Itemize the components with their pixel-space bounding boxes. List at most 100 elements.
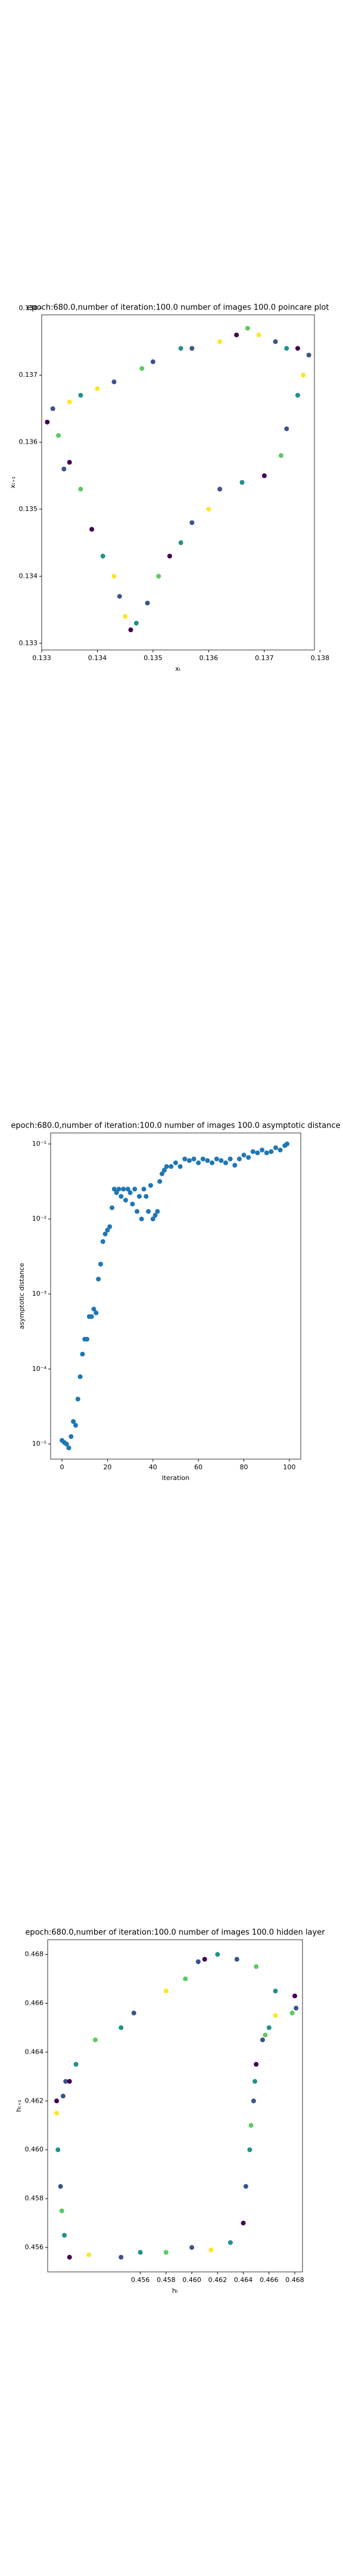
x-tick-label: 20 <box>103 1463 111 1471</box>
y-tick-label: 0.460 <box>25 2145 44 2153</box>
point <box>260 1147 265 1153</box>
point <box>146 1209 151 1214</box>
point <box>54 2110 60 2116</box>
y-tick-label: 10⁻² <box>32 1215 46 1222</box>
point <box>295 346 300 351</box>
point <box>163 2250 169 2255</box>
point <box>56 433 61 438</box>
point <box>59 2208 64 2213</box>
point <box>150 359 155 364</box>
point <box>160 1171 165 1176</box>
y-tick-label: 10⁻³ <box>32 1290 46 1298</box>
point <box>214 1156 219 1162</box>
y-tick-label: 0.458 <box>25 2194 44 2202</box>
y-tick-label: 0.462 <box>25 2097 44 2104</box>
point <box>227 1156 233 1162</box>
point <box>114 1190 119 1196</box>
point <box>273 2012 278 2018</box>
y-tick-label: 10⁻⁴ <box>32 1365 47 1373</box>
point <box>148 1182 153 1188</box>
point <box>107 1224 113 1230</box>
point <box>67 460 72 465</box>
point <box>278 453 283 459</box>
point <box>139 1216 144 1222</box>
chart-title: epoch:680.0,number of iteration:100.0 nu… <box>25 1928 325 1937</box>
point <box>200 1156 205 1162</box>
point <box>119 2255 124 2260</box>
point <box>100 553 105 559</box>
point <box>156 574 161 579</box>
point <box>89 527 95 532</box>
point <box>111 574 117 579</box>
point <box>263 2032 268 2038</box>
point <box>111 379 117 385</box>
point <box>98 1261 103 1267</box>
point <box>248 2123 254 2128</box>
point <box>255 1150 260 1156</box>
point <box>96 1277 101 1282</box>
point <box>239 480 245 485</box>
point <box>295 392 300 398</box>
y-tick-label: 0.468 <box>25 1950 44 1958</box>
point <box>62 2233 67 2238</box>
point <box>89 1314 94 1319</box>
point <box>294 2005 299 2011</box>
point <box>245 326 250 331</box>
point <box>73 2061 79 2067</box>
point <box>123 614 128 619</box>
point <box>55 2147 61 2153</box>
point <box>141 1187 146 1192</box>
point <box>210 1160 215 1166</box>
point <box>178 540 183 546</box>
point <box>206 506 211 512</box>
point <box>75 1397 80 1402</box>
point <box>173 1160 178 1166</box>
point <box>292 1993 298 1999</box>
point <box>78 392 83 398</box>
plot-frame <box>47 1939 303 2272</box>
chart-title: epoch:680.0,number of iteration:100.0 nu… <box>11 1122 340 1131</box>
x-tick-label: 0.134 <box>88 654 107 662</box>
point <box>289 2010 295 2015</box>
point <box>68 1434 74 1439</box>
point <box>284 346 289 351</box>
point <box>234 1956 239 1962</box>
point <box>241 1153 247 1158</box>
x-tick-label: 0.137 <box>255 654 274 662</box>
point <box>119 2025 124 2030</box>
x-tick-label: 0.466 <box>260 2276 279 2284</box>
point <box>183 1976 188 1981</box>
point <box>54 2098 60 2104</box>
point <box>261 473 267 478</box>
point <box>92 2037 98 2042</box>
point <box>80 1351 85 1357</box>
point <box>123 1197 128 1203</box>
x-tick-label: 0 <box>60 1463 64 1471</box>
x-tick-label: 80 <box>240 1463 248 1471</box>
point <box>306 352 311 358</box>
point <box>167 553 172 559</box>
point <box>145 600 150 606</box>
point <box>121 1187 126 1192</box>
point <box>157 1179 163 1184</box>
point <box>138 2250 143 2255</box>
point <box>100 1239 105 1244</box>
point <box>135 1209 140 1214</box>
y-tick-label: 0.138 <box>19 304 38 312</box>
point <box>250 1149 255 1154</box>
point <box>144 1194 149 1199</box>
point <box>243 2184 248 2189</box>
point <box>64 1441 69 1447</box>
point <box>301 373 306 378</box>
point <box>169 1164 174 1169</box>
point <box>196 1160 201 1166</box>
point <box>133 621 139 626</box>
y-axis-label: xₜ₊₁ <box>9 476 17 488</box>
point <box>260 2037 265 2042</box>
point <box>217 339 223 344</box>
point <box>178 346 183 351</box>
point <box>273 1145 278 1150</box>
point <box>256 332 261 338</box>
point <box>177 1164 183 1169</box>
